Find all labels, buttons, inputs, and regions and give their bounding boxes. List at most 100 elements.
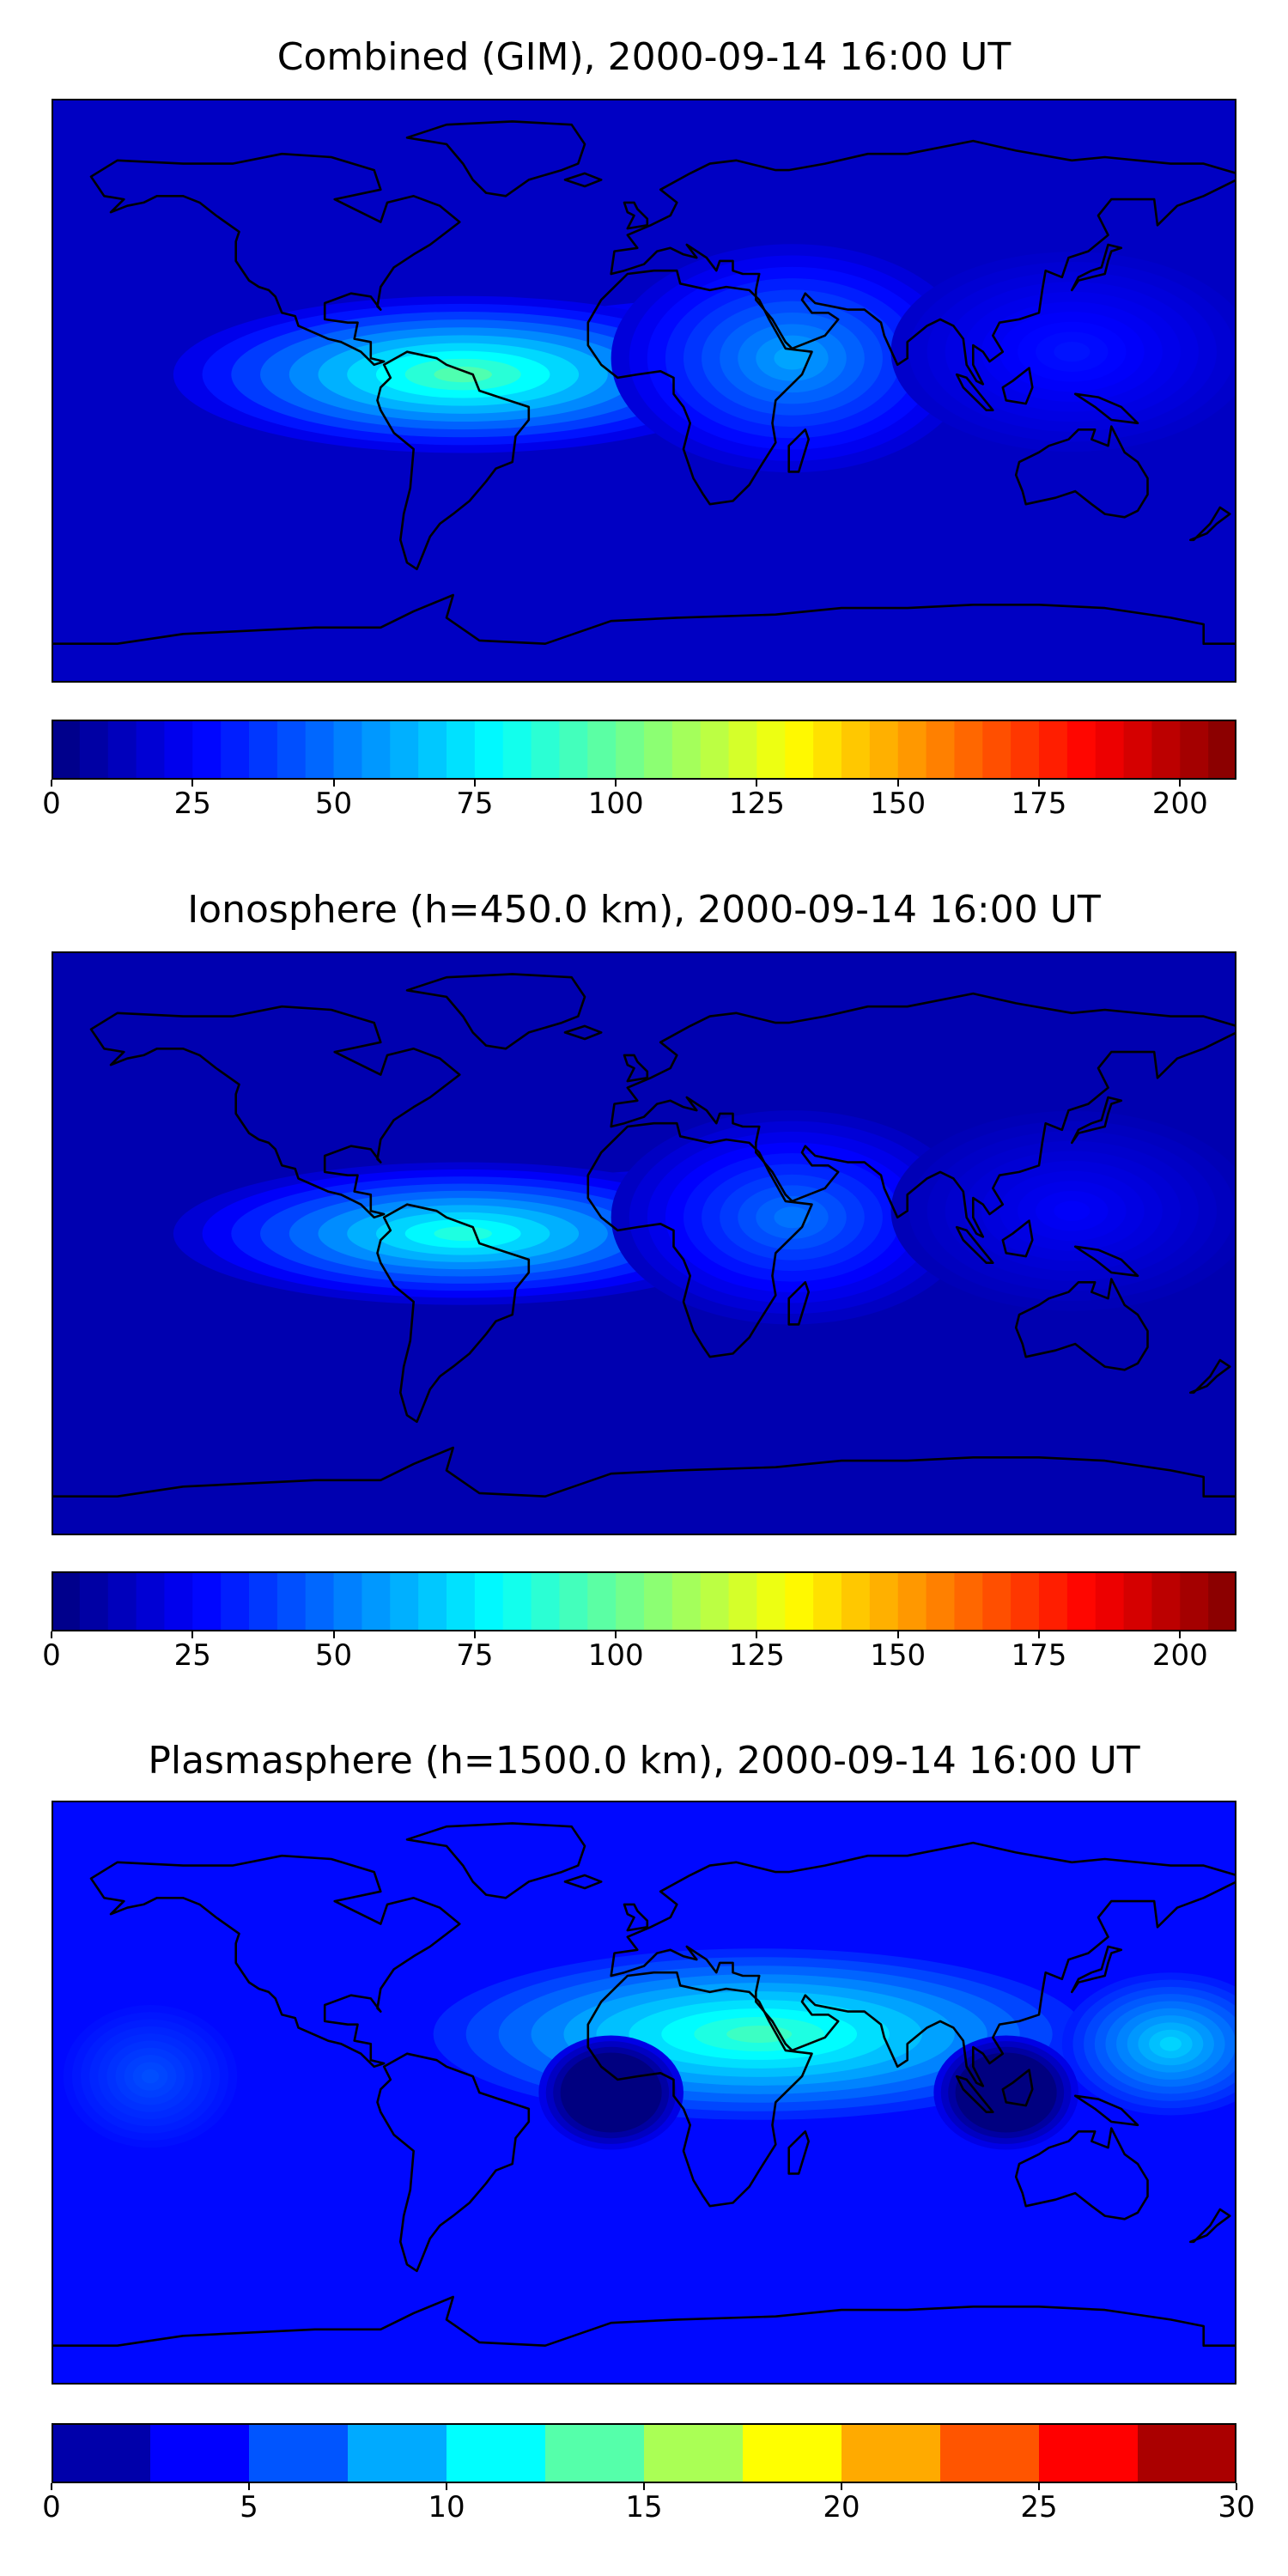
colorbar-tick-mark	[51, 780, 52, 787]
colorbar-segment	[474, 1571, 504, 1631]
colorbar-tick-label: 50	[314, 787, 353, 821]
colorbar-tick-mark	[615, 780, 617, 787]
panel-2-colorbar	[52, 1571, 1237, 1631]
colorbar-segment	[1151, 1571, 1181, 1631]
colorbar-tick-label: 75	[456, 787, 494, 821]
colorbar-segment	[305, 1571, 335, 1631]
colorbar-segment	[221, 720, 250, 780]
contour-ring	[999, 2087, 1014, 2099]
map-frame	[52, 99, 1236, 683]
colorbar-segment	[192, 1571, 222, 1631]
coastline-eurasia	[610, 992, 1236, 1238]
coastline-new-guinea	[1073, 1245, 1139, 1278]
coastline-greenland	[405, 973, 586, 1050]
coastline-madagascar	[787, 428, 811, 473]
colorbar-tick-mark	[332, 1631, 335, 1638]
coastline-great-britain	[623, 1903, 649, 1932]
colorbar-tick-label: 200	[1151, 787, 1208, 821]
colorbar-segment	[361, 1571, 391, 1631]
coastline-greenland	[405, 120, 586, 197]
colorbar-segment	[644, 1571, 673, 1631]
colorbar-tick-mark	[896, 780, 899, 787]
coastline-madagascar	[787, 2129, 811, 2175]
colorbar-segment	[756, 720, 786, 780]
colorbar-tick-mark	[1038, 2483, 1040, 2490]
colorbar-tick-label: 100	[587, 1638, 644, 1673]
colorbar-segment	[954, 1571, 983, 1631]
colorbar-segment	[728, 1571, 758, 1631]
map-frame	[52, 951, 1236, 1535]
colorbar-tick-mark	[1179, 780, 1182, 787]
colorbar-segment	[1180, 1571, 1209, 1631]
colorbar-segment	[1180, 720, 1209, 780]
colorbar-segment	[418, 1571, 447, 1631]
colorbar-segment	[79, 720, 109, 780]
colorbar-segment	[52, 1571, 81, 1631]
colorbar-tick-mark	[1236, 2483, 1237, 2490]
coastline-borneo	[1001, 1219, 1034, 1258]
coastline-south-america	[376, 1203, 531, 1424]
coastline-north-america	[89, 152, 461, 367]
colorbar-tick-mark	[51, 1631, 52, 1638]
colorbar-segment	[869, 720, 899, 780]
colorbar-tick-label: 25	[1020, 2490, 1058, 2524]
colorbar-tick-mark	[191, 780, 194, 787]
contour-ring	[774, 346, 811, 370]
colorbar-segment	[79, 1571, 109, 1631]
field-feature-5	[538, 2035, 684, 2150]
coastline-iceland	[563, 1024, 603, 1041]
field-feature-4	[63, 2005, 238, 2148]
colorbar-tick-mark	[1179, 1631, 1182, 1638]
colorbar-segment	[390, 720, 419, 780]
colorbar-segment	[1066, 720, 1097, 780]
colorbar-segment	[192, 720, 222, 780]
coastline-new-guinea	[1073, 392, 1139, 425]
coastline-great-britain	[623, 201, 649, 230]
coastline-north-america	[89, 1854, 461, 2069]
colorbar-segment	[756, 1571, 786, 1631]
colorbar-segment	[1066, 1571, 1097, 1631]
field-feature-4	[611, 1110, 974, 1325]
colorbar-segment	[1208, 1571, 1237, 1631]
colorbar-segment	[447, 2423, 546, 2483]
colorbar-segment	[813, 720, 842, 780]
colorbar-segment	[348, 2423, 447, 2483]
colorbar-segment	[785, 1571, 814, 1631]
contour-ring	[726, 2026, 793, 2043]
colorbar-tick-label: 20	[823, 2490, 860, 2524]
coastline-great-britain	[623, 1054, 649, 1083]
coastlines	[52, 973, 1236, 1535]
colorbar-frame	[52, 720, 1236, 780]
colorbar-segment	[276, 1571, 307, 1631]
colorbar-tick-label: 50	[314, 1638, 353, 1673]
colorbar-tick-label: 100	[587, 787, 644, 821]
colorbar-segment	[841, 720, 871, 780]
coastline-madagascar	[787, 1280, 811, 1326]
colorbar-segment	[531, 1571, 561, 1631]
colorbar-tick-mark	[841, 2483, 842, 2490]
colorbar-tick-mark	[1038, 780, 1040, 787]
contour-ring	[604, 2087, 619, 2099]
colorbar-segment	[587, 720, 617, 780]
colorbar-frame	[52, 1571, 1236, 1631]
coastline-new-zealand	[1189, 506, 1231, 542]
panel-1-map	[52, 99, 1236, 683]
coastline-new-guinea	[1073, 2094, 1139, 2127]
colorbar-tick-label: 15	[625, 2490, 663, 2524]
colorbar-tick-label: 10	[428, 2490, 465, 2524]
panel-2-title: Ionosphere (h=450.0 km), 2000-09-14 16:0…	[187, 888, 1101, 932]
colorbar-tick-mark	[446, 2483, 447, 2490]
colorbar-tick-label: 150	[870, 787, 927, 821]
colorbar-tick-mark	[191, 1631, 194, 1638]
colorbar-segment	[545, 2423, 645, 2483]
colorbar-segment	[1011, 720, 1040, 780]
colorbar-segment	[841, 1571, 871, 1631]
colorbar-segment	[107, 1571, 137, 1631]
colorbar-tick-label: 75	[456, 1638, 494, 1673]
coastline-sumatra	[955, 373, 994, 412]
colorbar-tick-label: 175	[1011, 787, 1067, 821]
coastline-borneo	[1001, 367, 1034, 405]
coastline-north-america	[89, 1005, 461, 1219]
colorbar-segment	[813, 1571, 842, 1631]
colorbar-segment	[502, 720, 532, 780]
